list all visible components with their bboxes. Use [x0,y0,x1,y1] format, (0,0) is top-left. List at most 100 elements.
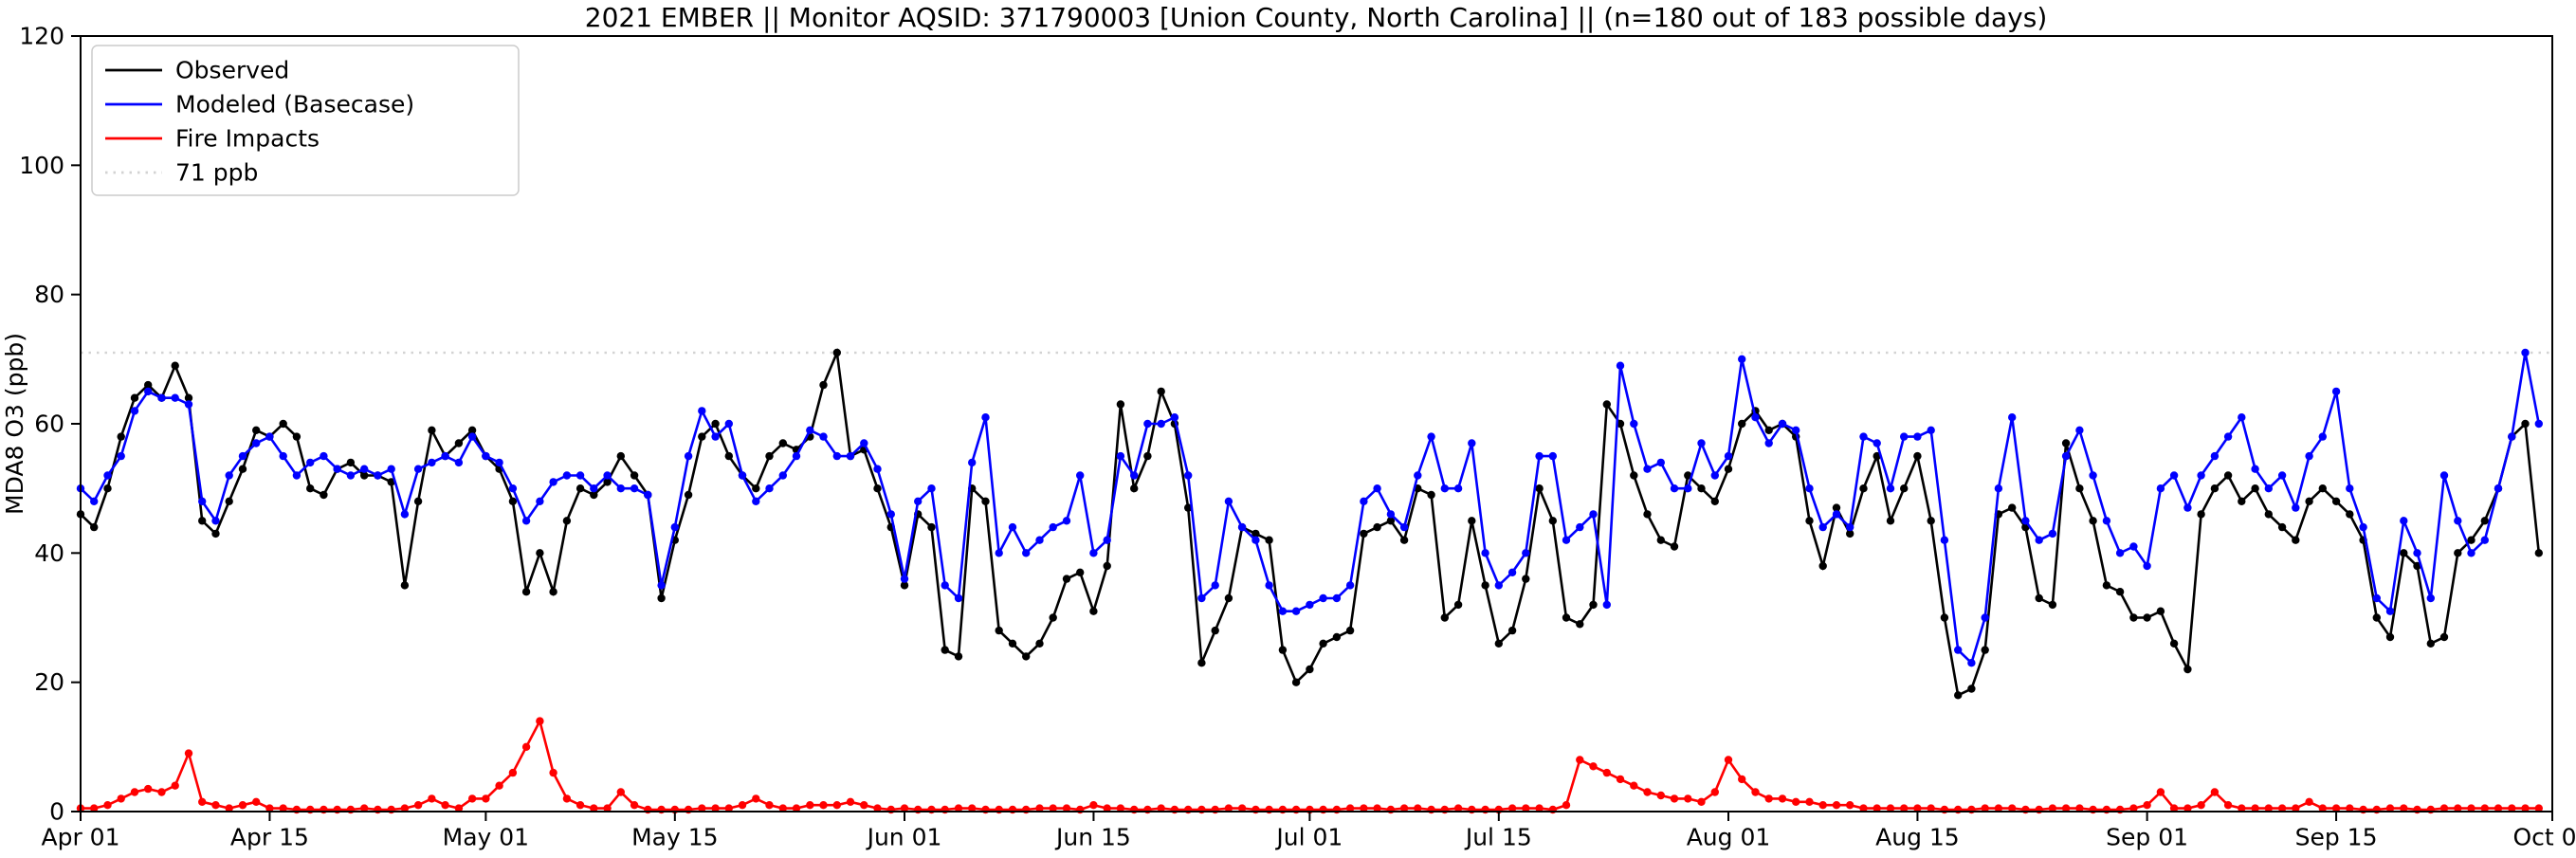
marker-modeled-basecase [1008,522,1017,532]
legend-label: Modeled (Basecase) [175,91,414,119]
marker-modeled-basecase [2467,549,2476,557]
marker-fire-impacts [1414,804,1422,812]
marker-fire-impacts [2292,804,2300,812]
marker-fire-impacts [2183,804,2192,812]
marker-observed [198,517,207,525]
marker-observed [1197,659,1206,667]
series-line-observed [80,348,2541,698]
marker-modeled-basecase [2197,471,2205,480]
marker-fire-impacts [900,804,909,812]
marker-observed [2169,639,2179,648]
marker-observed [1818,561,1827,571]
marker-observed [1643,510,1652,519]
marker-modeled-basecase [2494,484,2503,493]
marker-fire-impacts [360,804,369,812]
marker-observed [2439,632,2449,642]
marker-observed [995,626,1003,635]
marker-observed [1399,536,1409,544]
marker-fire-impacts [1453,804,1463,812]
marker-modeled-basecase [1724,451,1733,461]
marker-fire-impacts [2521,804,2530,812]
chart-title: 2021 EMBER || Monitor AQSID: 371790003 [… [585,2,2048,33]
marker-observed [1481,581,1489,590]
marker-fire-impacts [2494,804,2503,812]
marker-fire-impacts [1399,804,1409,812]
marker-modeled-basecase [1630,419,1638,429]
marker-modeled-basecase [2305,451,2313,461]
marker-observed [900,581,909,590]
marker-fire-impacts [846,797,855,806]
marker-fire-impacts [1602,768,1612,777]
marker-fire-impacts [2400,804,2408,812]
y-axis: 0 20 40 60 80 100 120 [19,23,81,826]
marker-fire-impacts [467,794,477,803]
marker-fire-impacts [2467,804,2476,812]
y-tick-label: 100 [19,152,64,179]
marker-modeled-basecase [2385,607,2395,615]
marker-fire-impacts [1927,804,1935,812]
marker-modeled-basecase [1427,432,1435,441]
marker-observed [1548,517,1558,525]
marker-observed [2413,561,2421,571]
marker-fire-impacts [590,804,598,812]
marker-observed [1630,471,1638,480]
marker-modeled-basecase [346,471,356,480]
marker-modeled-basecase [1035,536,1044,544]
marker-modeled-basecase [130,407,139,415]
marker-observed [1035,639,1044,648]
marker-modeled-basecase [860,439,868,447]
marker-observed [428,426,436,434]
marker-modeled-basecase [1886,484,1895,493]
marker-modeled-basecase [157,393,166,402]
marker-modeled-basecase [1589,510,1598,519]
y-tick-label: 80 [34,281,64,308]
marker-modeled-basecase [1576,522,1584,532]
marker-modeled-basecase [684,451,693,461]
marker-modeled-basecase [724,419,733,429]
marker-observed [2318,484,2327,493]
marker-modeled-basecase [117,451,125,461]
marker-observed [2264,510,2273,519]
marker-modeled-basecase [454,458,464,467]
marker-fire-impacts [711,804,720,812]
marker-modeled-basecase [1481,549,1489,557]
marker-modeled-basecase [1873,439,1881,447]
marker-fire-impacts [1886,804,1895,812]
marker-modeled-basecase [1738,355,1746,363]
marker-modeled-basecase [2413,549,2421,557]
marker-modeled-basecase [1022,549,1031,557]
marker-observed [2210,484,2220,493]
marker-modeled-basecase [90,497,99,505]
marker-modeled-basecase [698,407,706,415]
marker-fire-impacts [806,801,814,810]
marker-observed [1373,522,1381,532]
marker-modeled-basecase [1468,439,1476,447]
legend-label: Observed [175,57,289,84]
marker-observed [1522,575,1530,583]
marker-modeled-basecase [711,432,720,441]
marker-fire-impacts [2223,801,2233,810]
marker-modeled-basecase [1751,413,1760,422]
marker-modeled-basecase [1399,522,1409,532]
marker-observed [1954,691,1963,700]
marker-fire-impacts [752,794,760,803]
marker-modeled-basecase [1927,426,1935,434]
marker-modeled-basecase [1360,497,1368,505]
legend-box [91,45,520,196]
marker-modeled-basecase [508,484,518,493]
marker-observed [2238,497,2246,505]
x-axis: Apr 01 Apr 15 May 01 May 15 Jun 01 Jun 15 Jul … [41,812,2576,850]
marker-observed [1535,484,1544,493]
marker-modeled-basecase [238,451,247,461]
marker-fire-impacts [2277,804,2287,812]
marker-fire-impacts [1049,804,1057,812]
marker-modeled-basecase [1859,432,1868,441]
marker-modeled-basecase [1832,510,1841,519]
marker-fire-impacts [2346,804,2354,812]
marker-fire-impacts [157,788,166,796]
marker-fire-impacts [1562,801,1571,810]
y-tick-label: 120 [19,23,64,50]
marker-observed [2467,536,2476,544]
marker-observed [2480,517,2489,525]
marker-observed [1386,517,1396,525]
